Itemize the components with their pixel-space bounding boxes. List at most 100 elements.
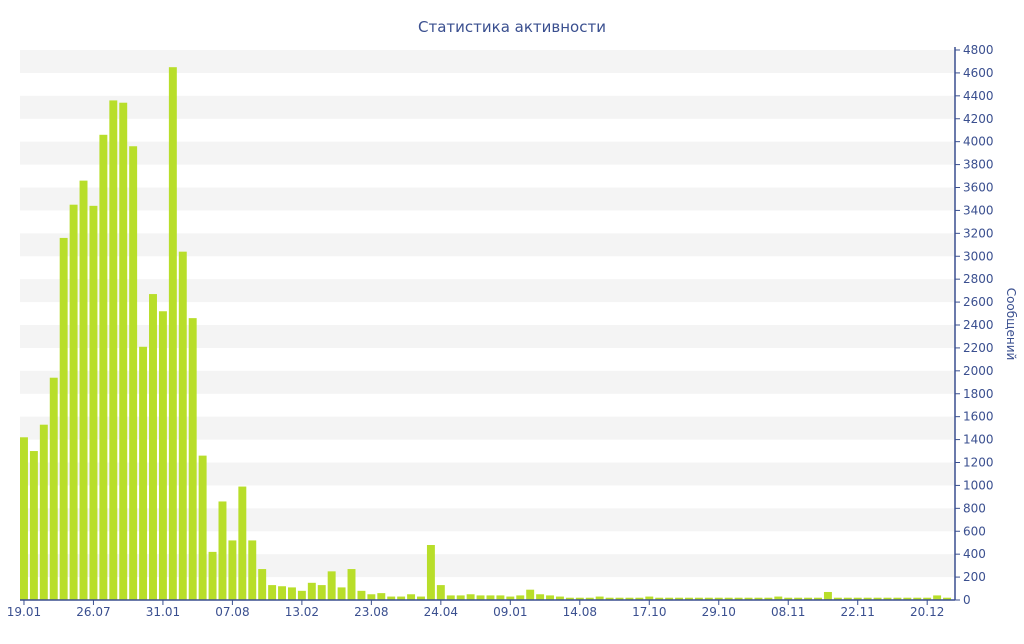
bar: [615, 597, 624, 600]
x-tick-label: 22.11: [841, 605, 875, 619]
y-tick-label: 3000: [963, 249, 994, 263]
bar: [357, 590, 366, 600]
bar: [327, 571, 336, 600]
bar: [873, 597, 882, 600]
y-axis-label: Сообщений: [1004, 288, 1018, 361]
grid-band: [20, 95, 955, 119]
x-tick-label: 17.10: [632, 605, 666, 619]
bar: [99, 134, 108, 601]
bar: [526, 589, 535, 600]
bar: [585, 597, 594, 600]
chart-title: Статистика активности: [418, 18, 606, 36]
bar: [784, 597, 793, 600]
x-tick-label: 20.12: [910, 605, 944, 619]
bar: [258, 569, 267, 600]
bar: [268, 585, 277, 600]
bar: [278, 586, 286, 600]
bar: [675, 597, 684, 600]
y-tick-label: 3600: [963, 181, 994, 195]
y-tick-label: 4400: [963, 89, 994, 103]
bar: [595, 596, 604, 600]
bar: [506, 596, 515, 600]
bar: [149, 294, 157, 600]
bar: [516, 595, 525, 600]
y-tick-label: 4800: [963, 43, 994, 57]
x-tick-label: 08.11: [771, 605, 805, 619]
x-tick-label: 07.08: [215, 605, 249, 619]
bar: [297, 590, 306, 600]
bar: [605, 597, 614, 600]
bar: [79, 180, 88, 601]
x-tick-label: 23.08: [354, 605, 388, 619]
bar: [397, 596, 406, 600]
grid-band: [20, 416, 955, 440]
bar: [685, 597, 693, 600]
bar: [446, 595, 455, 600]
bar: [317, 585, 326, 600]
bar: [426, 545, 435, 600]
bar: [794, 597, 803, 600]
bar: [69, 204, 78, 600]
bar: [20, 437, 28, 600]
y-tick-label: 600: [963, 524, 986, 538]
grid-band: [20, 50, 955, 73]
y-tick-label: 2200: [963, 341, 994, 355]
bar: [814, 597, 822, 600]
bar: [208, 551, 217, 601]
y-tick-label: 3800: [963, 158, 994, 172]
grid-band: [20, 325, 955, 348]
bar: [49, 377, 58, 600]
y-tick-label: 2600: [963, 295, 994, 309]
bar: [178, 251, 187, 601]
bar: [833, 597, 842, 600]
bar: [933, 595, 942, 600]
bar: [546, 595, 554, 600]
x-axis-ticks: 19.01 26.07 31.01 07.08 13.02 23.08 24.04 09.01…: [7, 600, 944, 619]
bar: [943, 597, 952, 600]
bar: [377, 593, 386, 601]
y-tick-label: 2800: [963, 272, 994, 286]
bar: [645, 596, 654, 600]
bar: [129, 146, 138, 600]
bar: [168, 67, 177, 600]
bar: [714, 597, 723, 600]
bar: [387, 596, 396, 600]
bar: [635, 597, 644, 600]
y-tick-label: 1600: [963, 410, 994, 424]
x-tick-label: 26.07: [76, 605, 110, 619]
bar: [198, 455, 207, 601]
bar: [724, 597, 733, 600]
bar: [367, 594, 376, 600]
bar: [218, 501, 227, 600]
bar: [754, 597, 763, 600]
y-tick-label: 3400: [963, 203, 994, 217]
y-tick-label: 1200: [963, 456, 994, 470]
y-axis-ticks: 0 200 400 600 800 1000 1200 1400 1600 1800 2000 220…: [955, 43, 994, 607]
bar: [804, 597, 813, 600]
x-tick-label: 29.10: [702, 605, 736, 619]
grid-band: [20, 233, 955, 257]
bar: [764, 597, 773, 600]
bar: [119, 102, 128, 601]
x-tick-label: 31.01: [146, 605, 180, 619]
x-tick-label: 19.01: [7, 605, 41, 619]
bar: [158, 311, 167, 600]
x-tick-label: 24.04: [424, 605, 458, 619]
bar: [496, 595, 505, 600]
grid-bands: [20, 50, 955, 578]
bar: [188, 318, 197, 601]
bar: [407, 594, 416, 600]
bar: [307, 582, 316, 600]
bar: [466, 594, 475, 600]
bar: [893, 597, 902, 600]
bar: [744, 597, 753, 600]
grid-band: [20, 370, 955, 394]
bar: [863, 597, 872, 600]
grid-band: [20, 141, 955, 165]
bar: [853, 597, 862, 600]
y-tick-label: 1400: [963, 433, 994, 447]
x-tick-label: 14.08: [563, 605, 597, 619]
grid-band: [20, 508, 955, 532]
